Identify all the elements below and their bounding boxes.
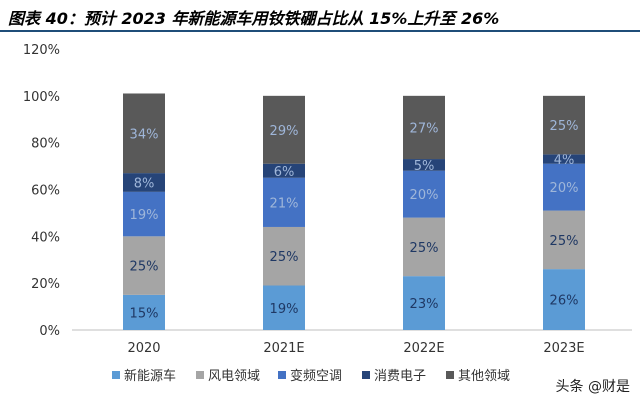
bar-segment	[123, 236, 165, 295]
legend-label: 其他领域	[458, 369, 510, 384]
bar-segment	[263, 177, 305, 227]
chart-title: 图表 40：预计 2023 年新能源车用钕铁硼占比从 15%上升至 26%	[8, 9, 500, 28]
bar-segment	[543, 154, 585, 164]
bar-segment	[123, 93, 165, 174]
legend-label: 变频空调	[290, 368, 342, 384]
data-label: 20%	[410, 188, 439, 203]
bar-segment	[543, 95, 585, 155]
title-bar: 图表 40：预计 2023 年新能源车用钕铁硼占比从 15%上升至 26%	[0, 0, 640, 32]
data-label: 4%	[554, 153, 575, 168]
bar-segment	[543, 210, 585, 270]
bar-segment	[403, 276, 445, 330]
bar-segment	[403, 170, 445, 218]
data-label: 27%	[410, 121, 439, 136]
data-label: 6%	[274, 165, 295, 180]
y-tick-label: 0%	[39, 324, 60, 339]
data-label: 8%	[134, 176, 155, 191]
legend-swatch	[362, 371, 370, 379]
y-tick-label: 60%	[31, 184, 60, 199]
data-label: 23%	[410, 297, 439, 312]
data-label: 25%	[550, 119, 579, 134]
bar-segment	[263, 285, 305, 330]
bar-segment	[403, 217, 445, 277]
bar-segment	[123, 173, 165, 192]
data-label: 20%	[550, 181, 579, 196]
y-tick-label: 100%	[23, 90, 60, 105]
watermark: 头条 @财是	[553, 376, 632, 396]
x-tick-label: 2022E	[403, 341, 444, 356]
data-label: 29%	[270, 124, 299, 139]
data-label: 19%	[270, 302, 299, 317]
data-label: 15%	[130, 306, 159, 321]
legend-label: 风电领域	[208, 369, 260, 384]
x-tick-label: 2023E	[543, 341, 584, 356]
y-tick-label: 80%	[31, 137, 60, 152]
bar-segment	[123, 294, 165, 330]
y-tick-label: 40%	[31, 230, 60, 245]
bar-segment	[403, 159, 445, 171]
legend-label: 消费电子	[374, 369, 426, 384]
legend-swatch	[446, 371, 454, 379]
bar-segment	[263, 163, 305, 178]
y-tick-label: 120%	[23, 43, 60, 58]
bar-segment	[403, 95, 445, 160]
data-label: 5%	[414, 159, 435, 174]
data-label: 25%	[130, 260, 159, 275]
legend-swatch	[278, 371, 286, 379]
bar-segment	[263, 95, 305, 164]
data-label: 25%	[410, 241, 439, 256]
y-tick-label: 20%	[31, 277, 60, 292]
data-label: 25%	[270, 250, 299, 265]
data-label: 26%	[550, 294, 579, 309]
bar-segment	[123, 191, 165, 237]
x-tick-label: 2021E	[263, 341, 304, 356]
bar-segment	[543, 163, 585, 211]
data-label: 21%	[270, 196, 299, 211]
data-label: 34%	[130, 127, 159, 142]
bar-segment	[263, 226, 305, 286]
data-label: 19%	[130, 208, 159, 223]
bar-segment	[543, 269, 585, 330]
x-tick-label: 2020	[127, 341, 160, 356]
legend-swatch	[196, 371, 204, 379]
data-label: 25%	[550, 234, 579, 249]
legend-label: 新能源车	[124, 368, 176, 384]
legend-swatch	[112, 371, 120, 379]
